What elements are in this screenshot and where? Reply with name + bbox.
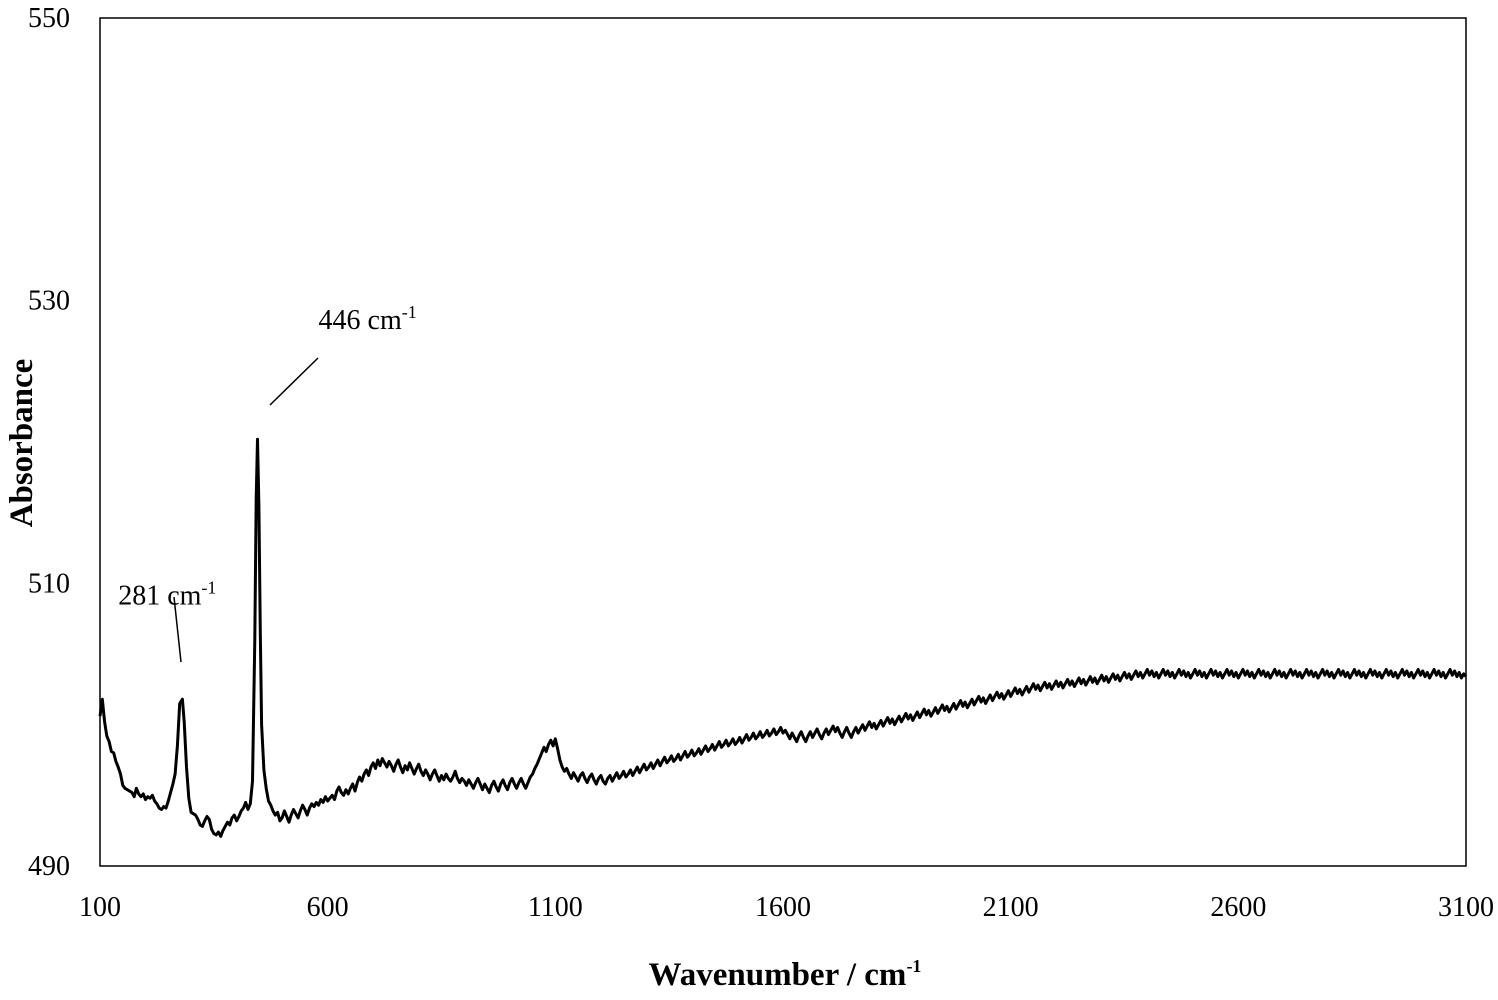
peak-leader-line [173,596,182,663]
x-axis-title-text: Wavenumber / cm [649,957,907,993]
peak-annotation-superscript: -1 [402,302,417,322]
y-tick-label: 510 [28,568,70,599]
y-axis-title: Absorbance [4,359,40,528]
peak-annotation-superscript: -1 [201,578,216,598]
peak-annotation-label: 281 cm-1 [118,578,216,612]
plot-frame [99,17,1467,867]
series-group [98,437,1468,838]
x-tick-label: 600 [307,892,349,923]
y-tick-labels: 490 510 530 550 [28,3,70,882]
x-axis-title: Wavenumber / cm-1 [649,956,922,993]
x-tick-label: 3100 [1438,892,1494,923]
peak-annotation-text: 446 cm [319,305,402,336]
peak-leader-line [269,357,319,406]
x-tick-label: 100 [79,892,121,923]
x-axis-title-superscript: -1 [906,956,921,976]
peak-annotation-label: 446 cm-1 [319,302,417,336]
x-tick-label: 1100 [528,892,583,923]
plot-area-border [99,17,1467,867]
peak-annotation-text: 281 cm [118,581,201,612]
y-tick-label: 530 [28,286,70,317]
x-tick-label: 2600 [1210,892,1266,923]
x-tick-label: 1600 [755,892,811,923]
x-tick-label: 2100 [983,892,1039,923]
y-tick-label: 550 [28,3,70,34]
spectrum-line [98,437,1468,838]
x-tick-labels: 100 600 1100 1600 2100 2600 3100 [79,892,1494,923]
y-tick-label: 490 [28,851,70,882]
